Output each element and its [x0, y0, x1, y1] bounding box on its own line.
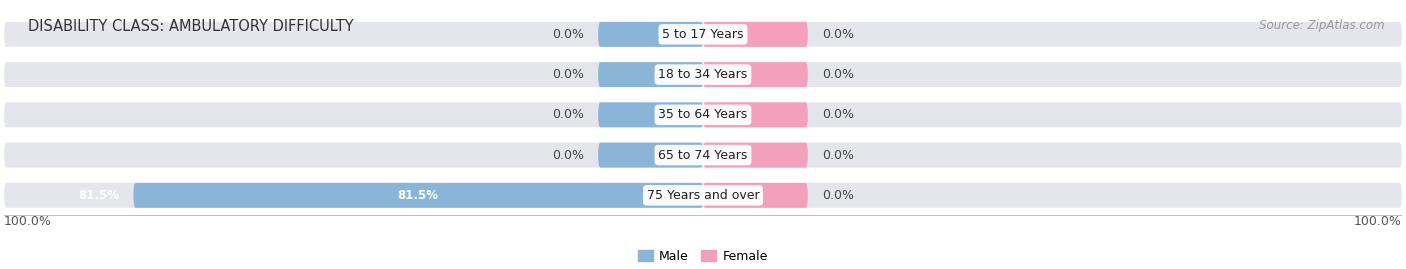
Text: 0.0%: 0.0% — [553, 28, 585, 41]
FancyBboxPatch shape — [703, 143, 808, 168]
FancyBboxPatch shape — [4, 183, 1402, 208]
Text: 81.5%: 81.5% — [398, 189, 439, 202]
Text: 5 to 17 Years: 5 to 17 Years — [662, 28, 744, 41]
FancyBboxPatch shape — [598, 62, 703, 87]
Text: Source: ZipAtlas.com: Source: ZipAtlas.com — [1260, 19, 1385, 32]
Text: 35 to 64 Years: 35 to 64 Years — [658, 108, 748, 121]
Text: 0.0%: 0.0% — [821, 189, 853, 202]
Text: 18 to 34 Years: 18 to 34 Years — [658, 68, 748, 81]
Text: 65 to 74 Years: 65 to 74 Years — [658, 148, 748, 162]
FancyBboxPatch shape — [4, 22, 1402, 47]
Text: 0.0%: 0.0% — [821, 108, 853, 121]
FancyBboxPatch shape — [598, 102, 703, 127]
Text: 0.0%: 0.0% — [553, 68, 585, 81]
FancyBboxPatch shape — [134, 183, 703, 208]
Text: 0.0%: 0.0% — [553, 108, 585, 121]
FancyBboxPatch shape — [703, 183, 808, 208]
FancyBboxPatch shape — [598, 22, 703, 47]
FancyBboxPatch shape — [703, 62, 808, 87]
FancyBboxPatch shape — [598, 143, 703, 168]
Text: 0.0%: 0.0% — [821, 148, 853, 162]
Text: 75 Years and over: 75 Years and over — [647, 189, 759, 202]
Text: 0.0%: 0.0% — [553, 148, 585, 162]
Legend: Male, Female: Male, Female — [633, 245, 773, 268]
Text: 100.0%: 100.0% — [4, 215, 52, 228]
FancyBboxPatch shape — [703, 22, 808, 47]
Text: 0.0%: 0.0% — [821, 28, 853, 41]
FancyBboxPatch shape — [4, 143, 1402, 168]
FancyBboxPatch shape — [4, 102, 1402, 127]
FancyBboxPatch shape — [4, 62, 1402, 87]
Text: DISABILITY CLASS: AMBULATORY DIFFICULTY: DISABILITY CLASS: AMBULATORY DIFFICULTY — [28, 19, 354, 34]
Text: 81.5%: 81.5% — [79, 189, 120, 202]
FancyBboxPatch shape — [703, 102, 808, 127]
Text: 0.0%: 0.0% — [821, 68, 853, 81]
Text: 100.0%: 100.0% — [1354, 215, 1402, 228]
